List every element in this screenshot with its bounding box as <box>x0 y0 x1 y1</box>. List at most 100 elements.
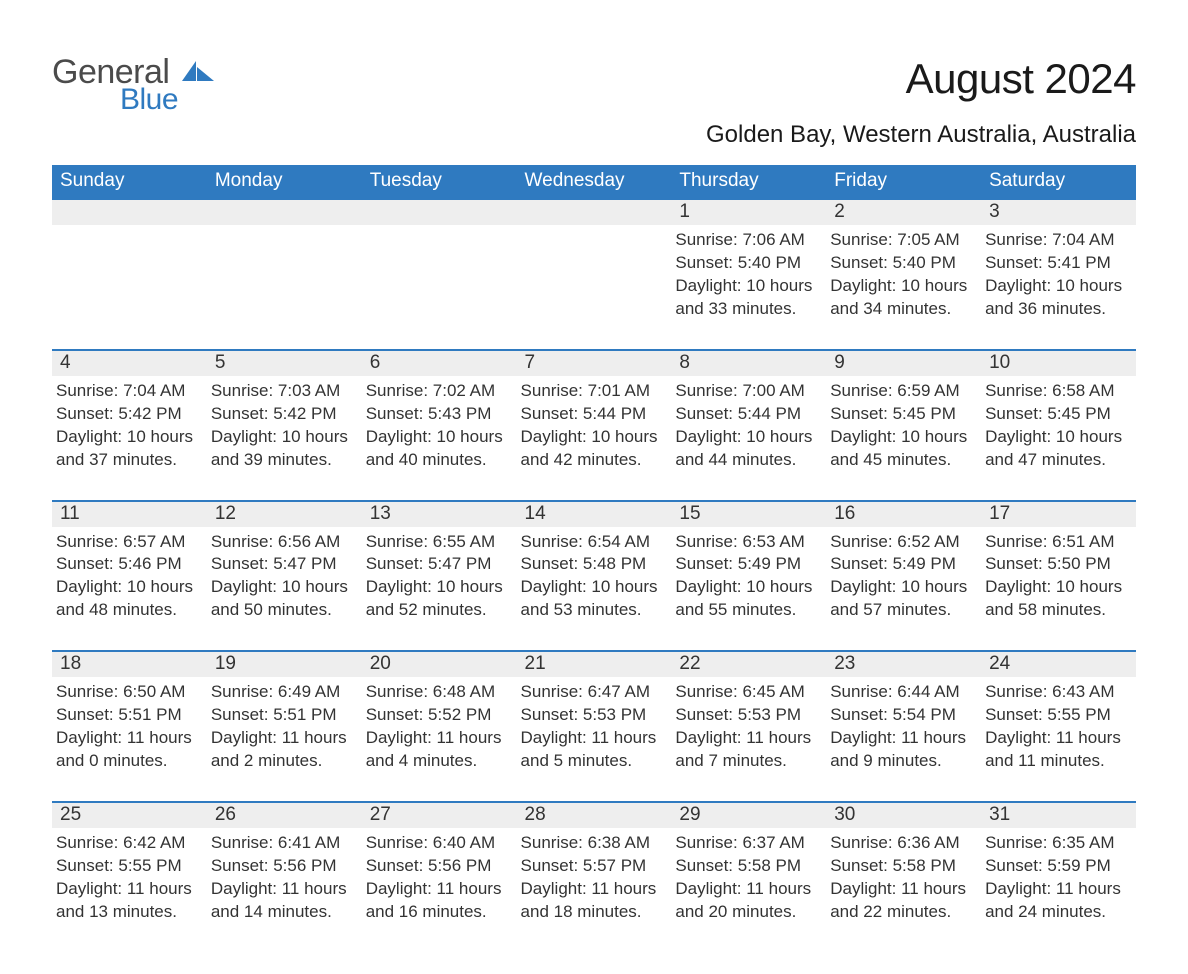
day-number-cell: 1 <box>671 199 826 225</box>
weekday-header: Monday <box>207 165 362 199</box>
daylight-line-2: and 5 minutes. <box>521 750 664 773</box>
sunrise-line: Sunrise: 7:01 AM <box>521 380 664 403</box>
day-detail-cell: Sunrise: 6:53 AMSunset: 5:49 PMDaylight:… <box>671 527 826 652</box>
sunrise-line: Sunrise: 6:55 AM <box>366 531 509 554</box>
daylight-line-2: and 4 minutes. <box>366 750 509 773</box>
sunset-line: Sunset: 5:48 PM <box>521 553 664 576</box>
day-number-cell: 31 <box>981 802 1136 828</box>
day-number-cell: 20 <box>362 651 517 677</box>
sunset-line: Sunset: 5:47 PM <box>366 553 509 576</box>
sunset-line: Sunset: 5:40 PM <box>675 252 818 275</box>
sunrise-line: Sunrise: 6:54 AM <box>521 531 664 554</box>
daylight-line-2: and 40 minutes. <box>366 449 509 472</box>
sunrise-line: Sunrise: 7:06 AM <box>675 229 818 252</box>
weekday-header: Friday <box>826 165 981 199</box>
sunrise-line: Sunrise: 6:38 AM <box>521 832 664 855</box>
daylight-line-1: Daylight: 10 hours <box>675 426 818 449</box>
daylight-line-2: and 22 minutes. <box>830 901 973 924</box>
daylight-line-2: and 50 minutes. <box>211 599 354 622</box>
sunset-line: Sunset: 5:42 PM <box>211 403 354 426</box>
sunrise-line: Sunrise: 7:03 AM <box>211 380 354 403</box>
day-detail-cell: Sunrise: 6:52 AMSunset: 5:49 PMDaylight:… <box>826 527 981 652</box>
day-number-cell <box>207 199 362 225</box>
daylight-line-2: and 52 minutes. <box>366 599 509 622</box>
sunset-line: Sunset: 5:59 PM <box>985 855 1128 878</box>
daylight-line-1: Daylight: 10 hours <box>366 426 509 449</box>
day-detail-cell: Sunrise: 7:03 AMSunset: 5:42 PMDaylight:… <box>207 376 362 501</box>
day-number-cell <box>517 199 672 225</box>
daylight-line-1: Daylight: 10 hours <box>985 426 1128 449</box>
sunset-line: Sunset: 5:46 PM <box>56 553 199 576</box>
daylight-line-2: and 11 minutes. <box>985 750 1128 773</box>
sunrise-line: Sunrise: 7:00 AM <box>675 380 818 403</box>
sunset-line: Sunset: 5:55 PM <box>985 704 1128 727</box>
daylight-line-1: Daylight: 11 hours <box>56 878 199 901</box>
daylight-line-1: Daylight: 10 hours <box>56 426 199 449</box>
daylight-line-2: and 37 minutes. <box>56 449 199 472</box>
daylight-line-1: Daylight: 10 hours <box>521 426 664 449</box>
daylight-line-1: Daylight: 10 hours <box>830 426 973 449</box>
sunset-line: Sunset: 5:58 PM <box>675 855 818 878</box>
logo: General Blue <box>52 55 216 115</box>
day-detail-cell: Sunrise: 7:04 AMSunset: 5:41 PMDaylight:… <box>981 225 1136 350</box>
daylight-line-1: Daylight: 11 hours <box>56 727 199 750</box>
daylight-line-2: and 55 minutes. <box>675 599 818 622</box>
day-detail-cell: Sunrise: 6:45 AMSunset: 5:53 PMDaylight:… <box>671 677 826 802</box>
day-number-cell: 10 <box>981 350 1136 376</box>
title-block: August 2024 Golden Bay, Western Australi… <box>706 55 1136 159</box>
daylight-line-2: and 42 minutes. <box>521 449 664 472</box>
day-number-cell: 5 <box>207 350 362 376</box>
sunrise-line: Sunrise: 6:56 AM <box>211 531 354 554</box>
sunset-line: Sunset: 5:57 PM <box>521 855 664 878</box>
sunrise-line: Sunrise: 6:37 AM <box>675 832 818 855</box>
sunset-line: Sunset: 5:58 PM <box>830 855 973 878</box>
day-number-cell: 15 <box>671 501 826 527</box>
sunrise-line: Sunrise: 6:57 AM <box>56 531 199 554</box>
sunset-line: Sunset: 5:43 PM <box>366 403 509 426</box>
day-number-cell: 17 <box>981 501 1136 527</box>
sunrise-line: Sunrise: 6:43 AM <box>985 681 1128 704</box>
sunrise-line: Sunrise: 7:04 AM <box>56 380 199 403</box>
day-number-cell: 11 <box>52 501 207 527</box>
day-number-cell: 27 <box>362 802 517 828</box>
detail-row: Sunrise: 6:50 AMSunset: 5:51 PMDaylight:… <box>52 677 1136 802</box>
sunrise-line: Sunrise: 6:48 AM <box>366 681 509 704</box>
sunset-line: Sunset: 5:45 PM <box>985 403 1128 426</box>
day-detail-cell: Sunrise: 7:02 AMSunset: 5:43 PMDaylight:… <box>362 376 517 501</box>
day-detail-cell: Sunrise: 6:58 AMSunset: 5:45 PMDaylight:… <box>981 376 1136 501</box>
day-number-cell: 9 <box>826 350 981 376</box>
day-detail-cell: Sunrise: 6:59 AMSunset: 5:45 PMDaylight:… <box>826 376 981 501</box>
daylight-line-1: Daylight: 10 hours <box>56 576 199 599</box>
sunrise-line: Sunrise: 6:42 AM <box>56 832 199 855</box>
day-number-cell: 29 <box>671 802 826 828</box>
sunrise-line: Sunrise: 6:50 AM <box>56 681 199 704</box>
day-number-cell: 19 <box>207 651 362 677</box>
location-subtitle: Golden Bay, Western Australia, Australia <box>706 121 1136 149</box>
sunrise-line: Sunrise: 6:40 AM <box>366 832 509 855</box>
daylight-line-2: and 53 minutes. <box>521 599 664 622</box>
daylight-line-1: Daylight: 10 hours <box>830 576 973 599</box>
sunrise-line: Sunrise: 6:53 AM <box>675 531 818 554</box>
daylight-line-1: Daylight: 10 hours <box>985 275 1128 298</box>
day-number-cell: 6 <box>362 350 517 376</box>
logo-mark-icon <box>182 61 216 92</box>
day-number-cell: 16 <box>826 501 981 527</box>
weekday-header: Thursday <box>671 165 826 199</box>
sunset-line: Sunset: 5:53 PM <box>675 704 818 727</box>
sunset-line: Sunset: 5:49 PM <box>830 553 973 576</box>
daylight-line-1: Daylight: 11 hours <box>675 727 818 750</box>
day-detail-cell: Sunrise: 6:48 AMSunset: 5:52 PMDaylight:… <box>362 677 517 802</box>
sunset-line: Sunset: 5:44 PM <box>675 403 818 426</box>
day-number-cell: 24 <box>981 651 1136 677</box>
daylight-line-2: and 57 minutes. <box>830 599 973 622</box>
month-title: August 2024 <box>706 55 1136 103</box>
sunset-line: Sunset: 5:52 PM <box>366 704 509 727</box>
sunset-line: Sunset: 5:49 PM <box>675 553 818 576</box>
daylight-line-2: and 44 minutes. <box>675 449 818 472</box>
daylight-line-2: and 45 minutes. <box>830 449 973 472</box>
daylight-line-2: and 34 minutes. <box>830 298 973 321</box>
daylight-line-2: and 24 minutes. <box>985 901 1128 924</box>
daylight-line-2: and 7 minutes. <box>675 750 818 773</box>
daylight-line-2: and 33 minutes. <box>675 298 818 321</box>
daylight-line-1: Daylight: 10 hours <box>211 576 354 599</box>
